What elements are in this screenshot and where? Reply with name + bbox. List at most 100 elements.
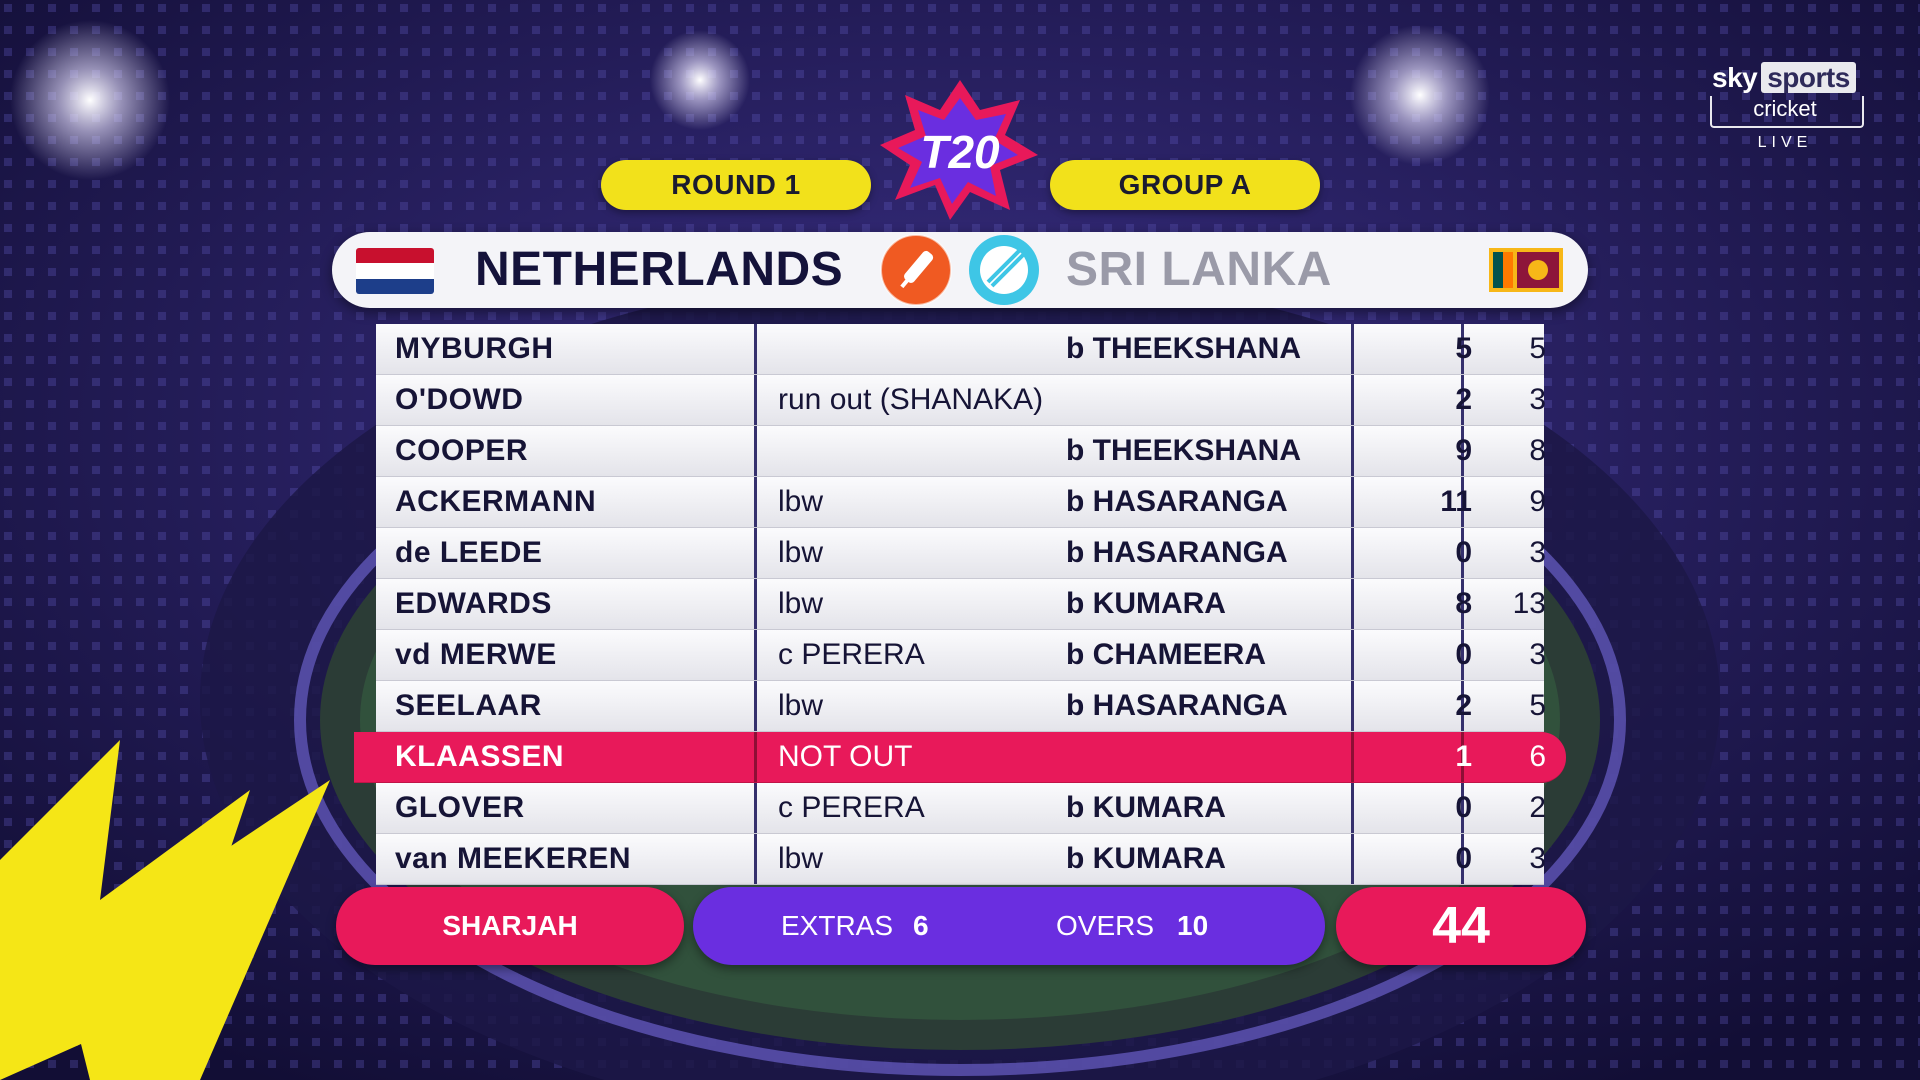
innings-total: 44 — [1336, 887, 1586, 965]
batsman-name: KLAASSEN — [395, 740, 565, 773]
teams-bar: NETHERLANDS SRI LANKA — [332, 232, 1588, 308]
balls-faced: 3 — [1529, 536, 1546, 569]
bowler: b CHAMEERA — [1066, 638, 1266, 671]
ball-icon — [969, 235, 1039, 305]
column-divider — [754, 681, 757, 731]
extras-value: 6 — [913, 910, 929, 941]
batsman-name: O'DOWD — [395, 383, 524, 416]
broadcaster-sub: cricket — [1753, 96, 1817, 121]
bowler: b HASARANGA — [1066, 536, 1288, 569]
batsman-row: KLAASSEN NOT OUT 1 6 — [354, 732, 1566, 783]
balls-faced: 9 — [1529, 485, 1546, 518]
balls-faced: 8 — [1529, 434, 1546, 467]
batsman-row: O'DOWD run out (SHANAKA) 2 3 — [376, 375, 1546, 426]
netherlands-flag-icon — [356, 248, 434, 294]
sri-lanka-flag-icon — [1489, 248, 1563, 292]
column-divider — [1461, 783, 1464, 833]
live-status: LIVE — [1757, 134, 1813, 151]
broadcaster-brand-text: sky — [1712, 62, 1758, 93]
column-divider — [1461, 528, 1464, 578]
runs: 2 — [1455, 689, 1472, 722]
dismissal: lbw — [778, 485, 824, 518]
innings-summary-bar: EXTRAS 6 OVERS 10 — [693, 887, 1325, 965]
batsman-name: GLOVER — [395, 791, 525, 824]
batsman-name: SEELAAR — [395, 689, 542, 722]
t20-world-cup-logo: T20 — [880, 80, 1038, 220]
batsman-name: vd MERWE — [395, 638, 557, 671]
column-divider — [1351, 528, 1354, 578]
dismissal: run out (SHANAKA) — [778, 383, 1044, 416]
column-divider — [1351, 732, 1354, 782]
bowler: b KUMARA — [1066, 842, 1226, 875]
column-divider — [1351, 426, 1354, 476]
dismissal: c PERERA — [778, 638, 925, 671]
runs: 0 — [1455, 638, 1472, 671]
column-divider — [1461, 477, 1464, 527]
column-divider — [1351, 579, 1354, 629]
column-divider — [754, 783, 757, 833]
dismissal: lbw — [778, 689, 824, 722]
batsman-row: EDWARDS lbw b KUMARA 8 13 — [376, 579, 1546, 630]
venue-badge: SHARJAH — [336, 887, 684, 965]
overs-value: 10 — [1177, 910, 1209, 941]
batsman-row: van MEEKEREN lbw b KUMARA 0 3 — [376, 834, 1546, 885]
runs: 2 — [1455, 383, 1472, 416]
bat-icon — [880, 234, 952, 306]
column-divider — [1461, 681, 1464, 731]
t20-logo-text: T20 — [920, 126, 1000, 178]
dismissal: lbw — [778, 842, 824, 875]
batting-team-name: NETHERLANDS — [475, 243, 844, 296]
balls-faced: 3 — [1529, 842, 1546, 875]
column-divider — [754, 324, 757, 374]
runs: 0 — [1455, 842, 1472, 875]
column-divider — [1351, 630, 1354, 680]
bowler: b KUMARA — [1066, 587, 1226, 620]
broadcaster-brand: sky sports — [1712, 62, 1856, 94]
batsman-row: COOPER b THEEKSHANA 9 8 — [376, 426, 1546, 477]
batsman-row: de LEEDE lbw b HASARANGA 0 3 — [376, 528, 1546, 579]
broadcaster-frame — [1710, 96, 1864, 128]
runs: 9 — [1455, 434, 1472, 467]
batsman-name: van MEEKEREN — [395, 842, 632, 875]
broadcaster-logo: sky sports cricket LIVE — [1706, 62, 1868, 158]
dismissal: lbw — [778, 536, 824, 569]
column-divider — [1461, 579, 1464, 629]
bowler: b HASARANGA — [1066, 689, 1288, 722]
bowler: b THEEKSHANA — [1066, 332, 1302, 365]
column-divider — [1461, 630, 1464, 680]
balls-faced: 13 — [1512, 587, 1546, 620]
batsman-name: COOPER — [395, 434, 529, 467]
batsman-name: MYBURGH — [395, 332, 554, 365]
runs: 8 — [1455, 587, 1472, 620]
group-badge: GROUP A — [1050, 160, 1320, 210]
column-divider — [754, 834, 757, 884]
batsman-row: ACKERMANN lbw b HASARANGA 11 9 — [376, 477, 1546, 528]
dismissal: c PERERA — [778, 791, 925, 824]
column-divider — [754, 528, 757, 578]
bowler: b KUMARA — [1066, 791, 1226, 824]
runs: 0 — [1455, 536, 1472, 569]
column-divider — [1351, 783, 1354, 833]
batsman-name: de LEEDE — [395, 536, 543, 569]
column-divider — [1461, 426, 1464, 476]
column-divider — [1351, 834, 1354, 884]
column-divider — [1351, 324, 1354, 374]
dismissal: NOT OUT — [778, 740, 913, 773]
round-badge: ROUND 1 — [601, 160, 871, 210]
column-divider — [1351, 477, 1354, 527]
batsman-row: SEELAAR lbw b HASARANGA 2 5 — [376, 681, 1546, 732]
column-divider — [1351, 681, 1354, 731]
column-divider — [1351, 375, 1354, 425]
column-divider — [1461, 834, 1464, 884]
column-divider — [1461, 375, 1464, 425]
runs: 0 — [1455, 791, 1472, 824]
balls-faced: 2 — [1529, 791, 1546, 824]
column-divider — [754, 579, 757, 629]
bowler: b HASARANGA — [1066, 485, 1288, 518]
batsman-row: MYBURGH b THEEKSHANA 5 5 — [376, 324, 1546, 375]
broadcaster-channel: sports — [1761, 62, 1856, 93]
batsman-name: EDWARDS — [395, 587, 552, 620]
column-divider — [754, 477, 757, 527]
runs: 5 — [1455, 332, 1472, 365]
batting-scorecard: MYBURGH b THEEKSHANA 5 5 O'DOWD run out (SHAN… — [354, 324, 1566, 885]
